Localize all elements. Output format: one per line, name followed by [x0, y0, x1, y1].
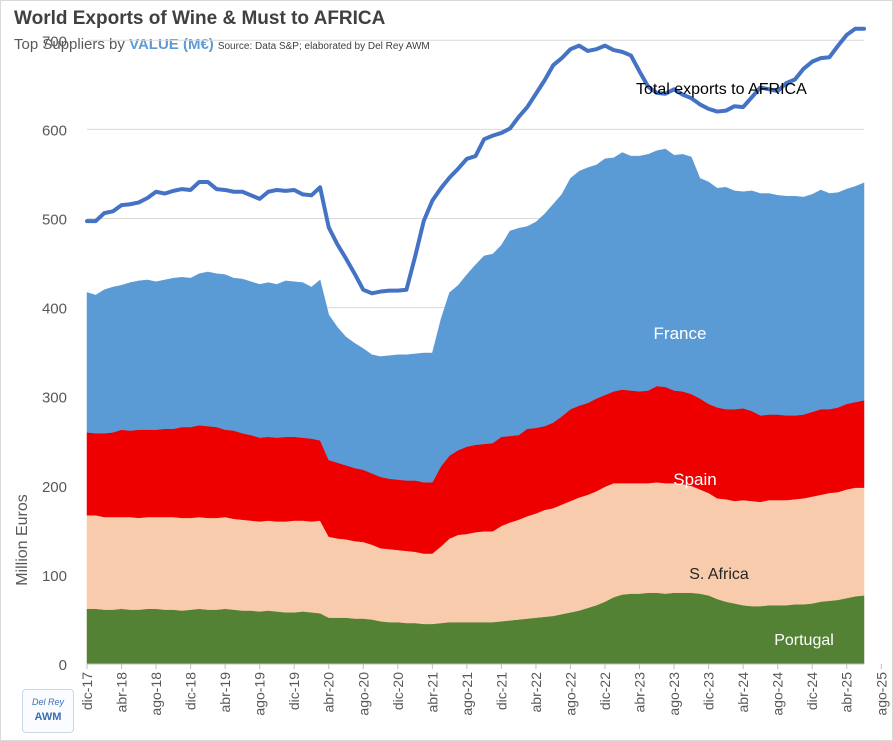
total-series-label: Total exports to AFRICA [636, 81, 807, 98]
x-tick-label: abr-25 [839, 672, 855, 713]
x-tick-label: ago-25 [873, 672, 889, 716]
x-tick-label: abr-21 [424, 672, 440, 713]
x-tick-label: ago-19 [252, 672, 268, 716]
area-france [86, 148, 865, 483]
x-tick-label: abr-20 [321, 672, 337, 713]
total-line-group [85, 26, 866, 296]
x-tick-label: abr-24 [735, 672, 751, 713]
y-tick-label: 400 [42, 301, 67, 318]
x-tick-label: ago-20 [355, 672, 371, 716]
y-tick-label: 600 [42, 122, 67, 139]
x-tick-label: ago-23 [666, 672, 682, 716]
y-tick-label: 0 [59, 657, 67, 674]
x-tick-label: abr-23 [632, 672, 648, 713]
x-tick-label: ago-21 [459, 672, 475, 716]
x-tick-label: ago-22 [562, 672, 578, 716]
logo: Del Rey AWM [22, 689, 74, 733]
x-tick-label: abr-22 [528, 672, 544, 713]
total-exports-line [85, 26, 866, 296]
y-tick-label: 700 [42, 33, 67, 50]
x-tick-label: abr-19 [217, 672, 233, 713]
x-tick-label: dic-19 [286, 672, 302, 710]
chart-source: Source: Data S&P; elaborated by Del Rey … [217, 41, 430, 52]
y-axis-label: Million Euros [14, 494, 31, 586]
x-tick-label: ago-18 [148, 672, 164, 716]
x-tick-label: dic-21 [493, 672, 509, 710]
y-tick-label: 200 [42, 479, 67, 496]
axes: 0 100 200 300 400 500 600 700 dic-17 abr-18 ago-18… [42, 33, 889, 715]
x-tick-label: ago-24 [770, 672, 786, 716]
spain-series-label: Spain [673, 470, 716, 489]
portugal-series-label: Portugal [774, 632, 834, 649]
stacked-areas [86, 148, 865, 665]
chart-title: World Exports of Wine & Must to AFRICA [14, 8, 386, 29]
safrica-series-label: S. Africa [689, 566, 749, 583]
logo-line1: Del Rey [31, 697, 64, 707]
y-tick-label: 300 [42, 390, 67, 407]
x-tick-label: dic-18 [183, 672, 199, 710]
y-tick-label: 500 [42, 211, 67, 228]
logo-line2: AWM [34, 711, 62, 723]
x-tick-label: dic-20 [390, 672, 406, 710]
x-tick-label: abr-18 [114, 672, 130, 713]
y-tick-label: 100 [42, 568, 67, 585]
x-tick-label: dic-22 [597, 672, 613, 710]
x-tick-label: dic-23 [701, 672, 717, 710]
x-tick-label: dic-24 [804, 672, 820, 710]
france-series-label: France [654, 324, 707, 343]
x-tick-label: dic-17 [79, 672, 95, 710]
